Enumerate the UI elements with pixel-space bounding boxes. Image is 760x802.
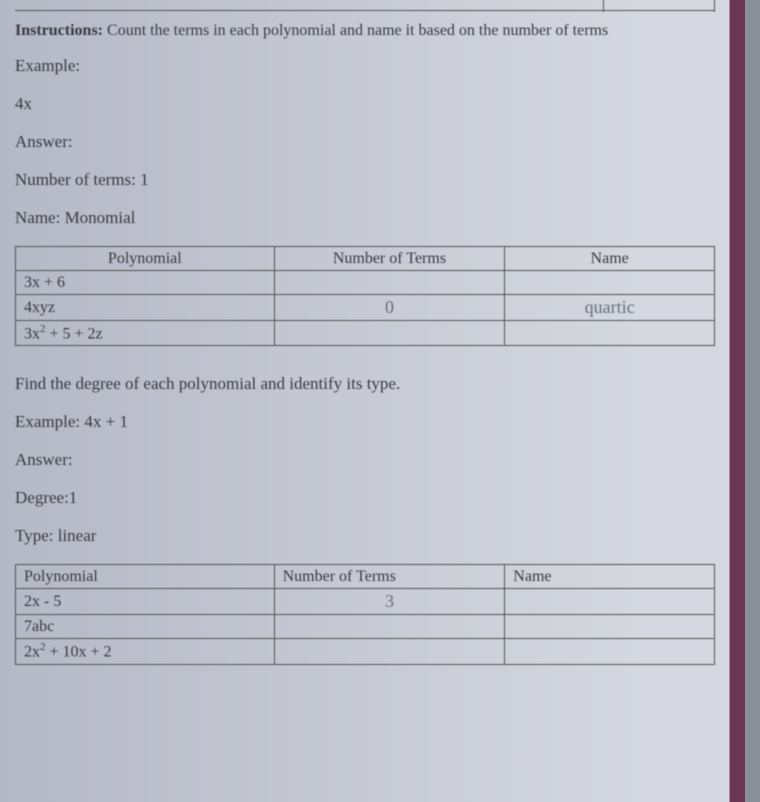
worksheet-page: Instructions: Count the terms in each po… xyxy=(15,10,715,665)
table-1: Polynomial Number of Terms Name 3x + 6 4… xyxy=(15,246,715,346)
answer-label: Answer: xyxy=(15,132,715,152)
section-2: Find the degree of each polynomial and i… xyxy=(15,374,715,546)
table-row: 3x + 6 xyxy=(16,271,715,295)
col-header-name: Name xyxy=(505,247,715,271)
col-header-polynomial: Polynomial xyxy=(16,565,275,589)
example2-label: Example: 4x + 1 xyxy=(15,412,715,432)
name-cell[interactable] xyxy=(505,271,715,295)
top-border-fragment xyxy=(15,10,715,18)
num-terms-line: Number of terms: 1 xyxy=(15,170,715,190)
instructions-line: Instructions: Count the terms in each po… xyxy=(15,22,715,40)
name-cell[interactable] xyxy=(505,321,715,346)
name-cell[interactable] xyxy=(505,639,715,664)
terms-cell[interactable]: 3 xyxy=(274,589,505,615)
instructions-text: Count the terms in each polynomial and n… xyxy=(107,22,608,39)
terms-cell[interactable] xyxy=(274,639,505,664)
table-row: 2x2 + 10x + 2 xyxy=(16,639,715,664)
example-label: Example: xyxy=(15,56,715,76)
poly-cell: 2x - 5 xyxy=(16,589,275,615)
answer2-label: Answer: xyxy=(15,450,715,470)
poly-cell: 2x2 + 10x + 2 xyxy=(16,639,275,664)
table-2: Polynomial Number of Terms Name 2x - 5 3… xyxy=(15,564,715,664)
table-row: 2x - 5 3 xyxy=(16,589,715,615)
name-cell[interactable] xyxy=(505,615,715,639)
col-header-terms: Number of Terms xyxy=(274,565,505,589)
col-header-terms: Number of Terms xyxy=(274,247,505,271)
poly-cell: 7abc xyxy=(16,615,275,639)
poly-cell: 4xyz xyxy=(16,295,275,321)
name-cell[interactable] xyxy=(505,589,715,615)
find-degree-line: Find the degree of each polynomial and i… xyxy=(15,374,715,394)
name-cell[interactable]: quartic xyxy=(505,295,715,321)
poly-cell: 3x2 + 5 + 2z xyxy=(16,321,275,346)
table-row: 3x2 + 5 + 2z xyxy=(16,321,715,346)
poly-cell: 3x + 6 xyxy=(16,271,275,295)
terms-cell[interactable]: 0 xyxy=(274,295,505,321)
table-row: 7abc xyxy=(16,615,715,639)
example-value: 4x xyxy=(15,94,715,114)
table-row: 4xyz 0 quartic xyxy=(16,295,715,321)
table-header-row: Polynomial Number of Terms Name xyxy=(16,247,715,271)
name-line: Name: Monomial xyxy=(15,208,715,228)
instructions-label: Instructions: xyxy=(15,22,103,39)
col-header-name: Name xyxy=(505,565,715,589)
terms-cell[interactable] xyxy=(274,615,505,639)
terms-cell[interactable] xyxy=(274,321,505,346)
terms-cell[interactable] xyxy=(274,271,505,295)
col-header-polynomial: Polynomial xyxy=(16,247,275,271)
type-line: Type: linear xyxy=(15,526,715,546)
table-header-row: Polynomial Number of Terms Name xyxy=(16,565,715,589)
degree-line: Degree:1 xyxy=(15,488,715,508)
